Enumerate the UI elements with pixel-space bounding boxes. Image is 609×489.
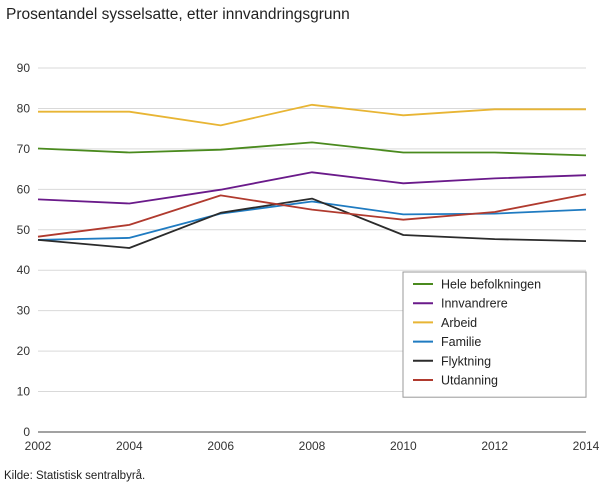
series-line-6 [37, 193, 587, 238]
series-line-3 [38, 103, 586, 127]
series-line-1 [37, 141, 587, 157]
legend-box [402, 271, 587, 398]
legend-label-2: Innvandrere [441, 297, 508, 311]
y-tick-label-50: 50 [17, 223, 31, 237]
source-note: Kilde: Statistisk sentralbyrå. [4, 470, 146, 482]
y-tick-label-10: 10 [17, 385, 31, 399]
x-tick-label-2008: 2008 [299, 439, 326, 453]
x-tick-label-2004: 2004 [116, 439, 143, 453]
series-line-5 [37, 197, 587, 249]
legend-label-6: Utdanning [441, 374, 498, 388]
x-tick-label-2002: 2002 [25, 439, 52, 453]
y-tick-label-80: 80 [17, 101, 31, 115]
y-tick-label-40: 40 [17, 263, 31, 277]
legend-label-3: Arbeid [441, 316, 477, 330]
legend-label-1: Hele befolkningen [441, 278, 541, 292]
series-line-2 [37, 171, 587, 205]
x-tick-label-2012: 2012 [481, 439, 508, 453]
y-tick-label-20: 20 [17, 344, 31, 358]
y-tick-label-30: 30 [17, 304, 31, 318]
chart-title: Prosentandel sysselsatte, etter innvandr… [6, 6, 350, 23]
x-tick-label-2014: 2014 [573, 439, 600, 453]
y-tick-label-90: 90 [17, 61, 31, 75]
y-tick-label-0: 0 [23, 425, 30, 439]
x-tick-label-2006: 2006 [207, 439, 234, 453]
y-tick-label-60: 60 [17, 182, 31, 196]
legend-label-4: Familie [441, 335, 481, 349]
legend-label-5: Flyktning [441, 354, 491, 368]
x-tick-label-2010: 2010 [390, 439, 417, 453]
y-tick-label-70: 70 [17, 142, 31, 156]
series-line-4 [37, 200, 587, 241]
